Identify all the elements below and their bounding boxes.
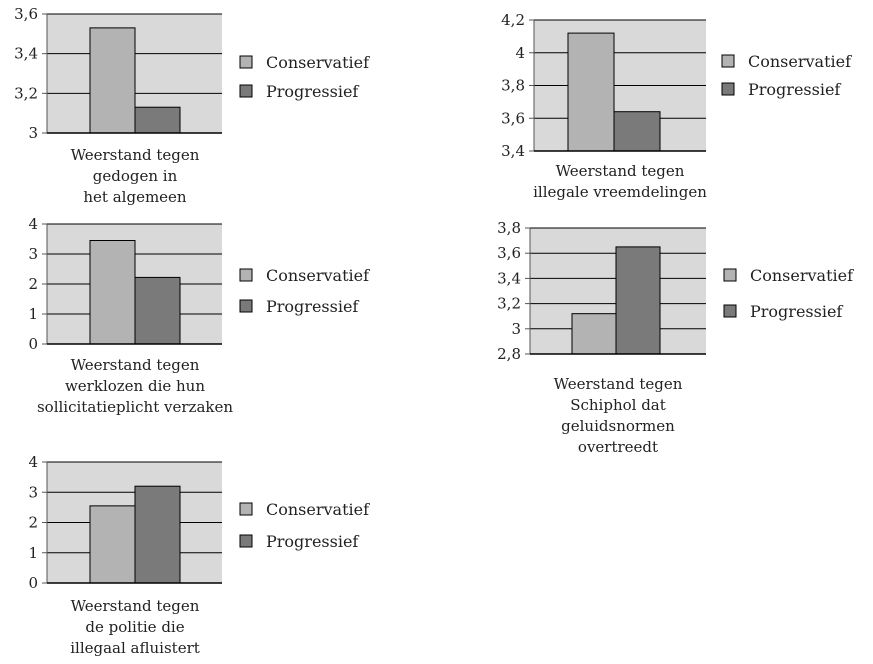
chart-3: 0 1 2 3 4 Weerstand tegen werklozen die hun sol…	[28, 215, 370, 416]
chart-4: 2,8 3 3,2 3,4 3,6 3,8 Weerstand tegen Schiphol …	[497, 219, 854, 456]
y-tick-label: 3,2	[14, 84, 38, 102]
legend-label-conservatief: Conservatief	[266, 53, 370, 72]
chart-caption-line: werklozen die hun	[65, 377, 205, 395]
legend-label-progressief: Progressief	[266, 297, 359, 316]
y-tick-label: 2	[28, 275, 38, 293]
y-tick-label: 4	[28, 453, 38, 471]
y-tick-label: 4	[515, 44, 525, 62]
legend-label-conservatief: Conservatief	[748, 52, 852, 71]
y-tick-label: 2,8	[497, 345, 521, 363]
y-tick-label: 1	[28, 544, 38, 562]
legend-swatch-progressief	[239, 299, 253, 313]
legend-swatch-progressief	[239, 534, 253, 548]
chart-caption-line: Schiphol dat	[570, 396, 666, 414]
chart-5: 0 1 2 3 4 Weerstand tegen de politie die illega…	[28, 453, 370, 657]
legend-swatch-conservatief	[239, 502, 253, 516]
chart-caption-line: gedogen in	[93, 167, 178, 185]
y-tick-label: 3,4	[14, 45, 38, 63]
legend-label-conservatief: Conservatief	[266, 266, 370, 285]
y-tick-label: 0	[28, 574, 38, 592]
y-tick-label: 3,8	[497, 219, 521, 237]
chart-caption-line: illegaal afluistert	[70, 639, 200, 657]
y-tick-label: 3	[511, 320, 521, 338]
bar-conservatief	[571, 313, 617, 355]
y-tick-label: 4	[28, 215, 38, 233]
legend-swatch-conservatief	[239, 268, 253, 282]
legend-swatch-progressief	[239, 84, 253, 98]
bar-progressief	[134, 276, 181, 345]
y-tick-label: 3	[28, 483, 38, 501]
chart-caption-line: illegale vreemdelingen	[533, 183, 707, 201]
chart-1: 3 3,2 3,4 3,6 Weerstand tegen gedogen in het a…	[14, 5, 370, 206]
legend-swatch-progressief	[721, 82, 735, 96]
y-tick-label: 0	[28, 335, 38, 353]
legend-label-progressief: Progressief	[750, 302, 843, 321]
chart-2: 3,4 3,6 3,8 4 4,2 Weerstand tegen illegale vre…	[501, 11, 852, 201]
bar-progressief	[613, 111, 661, 152]
y-tick-label: 3,6	[14, 5, 38, 23]
chart-caption-line: overtreedt	[578, 438, 658, 456]
chart-caption-line: het algemeen	[83, 188, 187, 206]
y-tick-label: 3,4	[497, 269, 521, 287]
chart-caption-line: Weerstand tegen	[554, 375, 683, 393]
legend-swatch-conservatief	[239, 55, 253, 69]
bar-progressief	[134, 485, 181, 584]
bar-conservatief	[89, 505, 136, 584]
legend-label-progressief: Progressief	[748, 80, 841, 99]
legend-label-progressief: Progressief	[266, 82, 359, 101]
y-tick-label: 3	[28, 245, 38, 263]
y-tick-label: 3,4	[501, 142, 525, 160]
chart-caption-line: Weerstand tegen	[71, 356, 200, 374]
legend-label-conservatief: Conservatief	[750, 266, 854, 285]
y-tick-label: 3	[28, 124, 38, 142]
chart-caption-line: geluidsnormen	[561, 417, 675, 435]
chart-caption-line: sollicitatieplicht verzaken	[37, 398, 233, 416]
legend-swatch-progressief	[723, 304, 737, 318]
legend-swatch-conservatief	[721, 54, 735, 68]
bar-conservatief	[567, 32, 615, 152]
bar-progressief	[134, 106, 181, 134]
y-tick-label: 2	[28, 514, 38, 532]
bar-progressief	[615, 246, 661, 355]
y-tick-label: 3,6	[497, 244, 521, 262]
legend-label-progressief: Progressief	[266, 532, 359, 551]
y-tick-label: 4,2	[501, 11, 525, 29]
legend-label-conservatief: Conservatief	[266, 500, 370, 519]
chart-caption-line: Weerstand tegen	[556, 162, 685, 180]
chart-caption-line: Weerstand tegen	[71, 146, 200, 164]
legend-swatch-conservatief	[723, 268, 737, 282]
y-tick-label: 3,2	[497, 295, 521, 313]
y-tick-label: 3,8	[501, 77, 525, 95]
y-tick-label: 3,6	[501, 109, 525, 127]
chart-caption-line: de politie die	[85, 618, 184, 636]
bar-conservatief	[89, 27, 136, 134]
chart-caption-line: Weerstand tegen	[71, 597, 200, 615]
bar-conservatief	[89, 240, 136, 345]
y-tick-label: 1	[28, 305, 38, 323]
